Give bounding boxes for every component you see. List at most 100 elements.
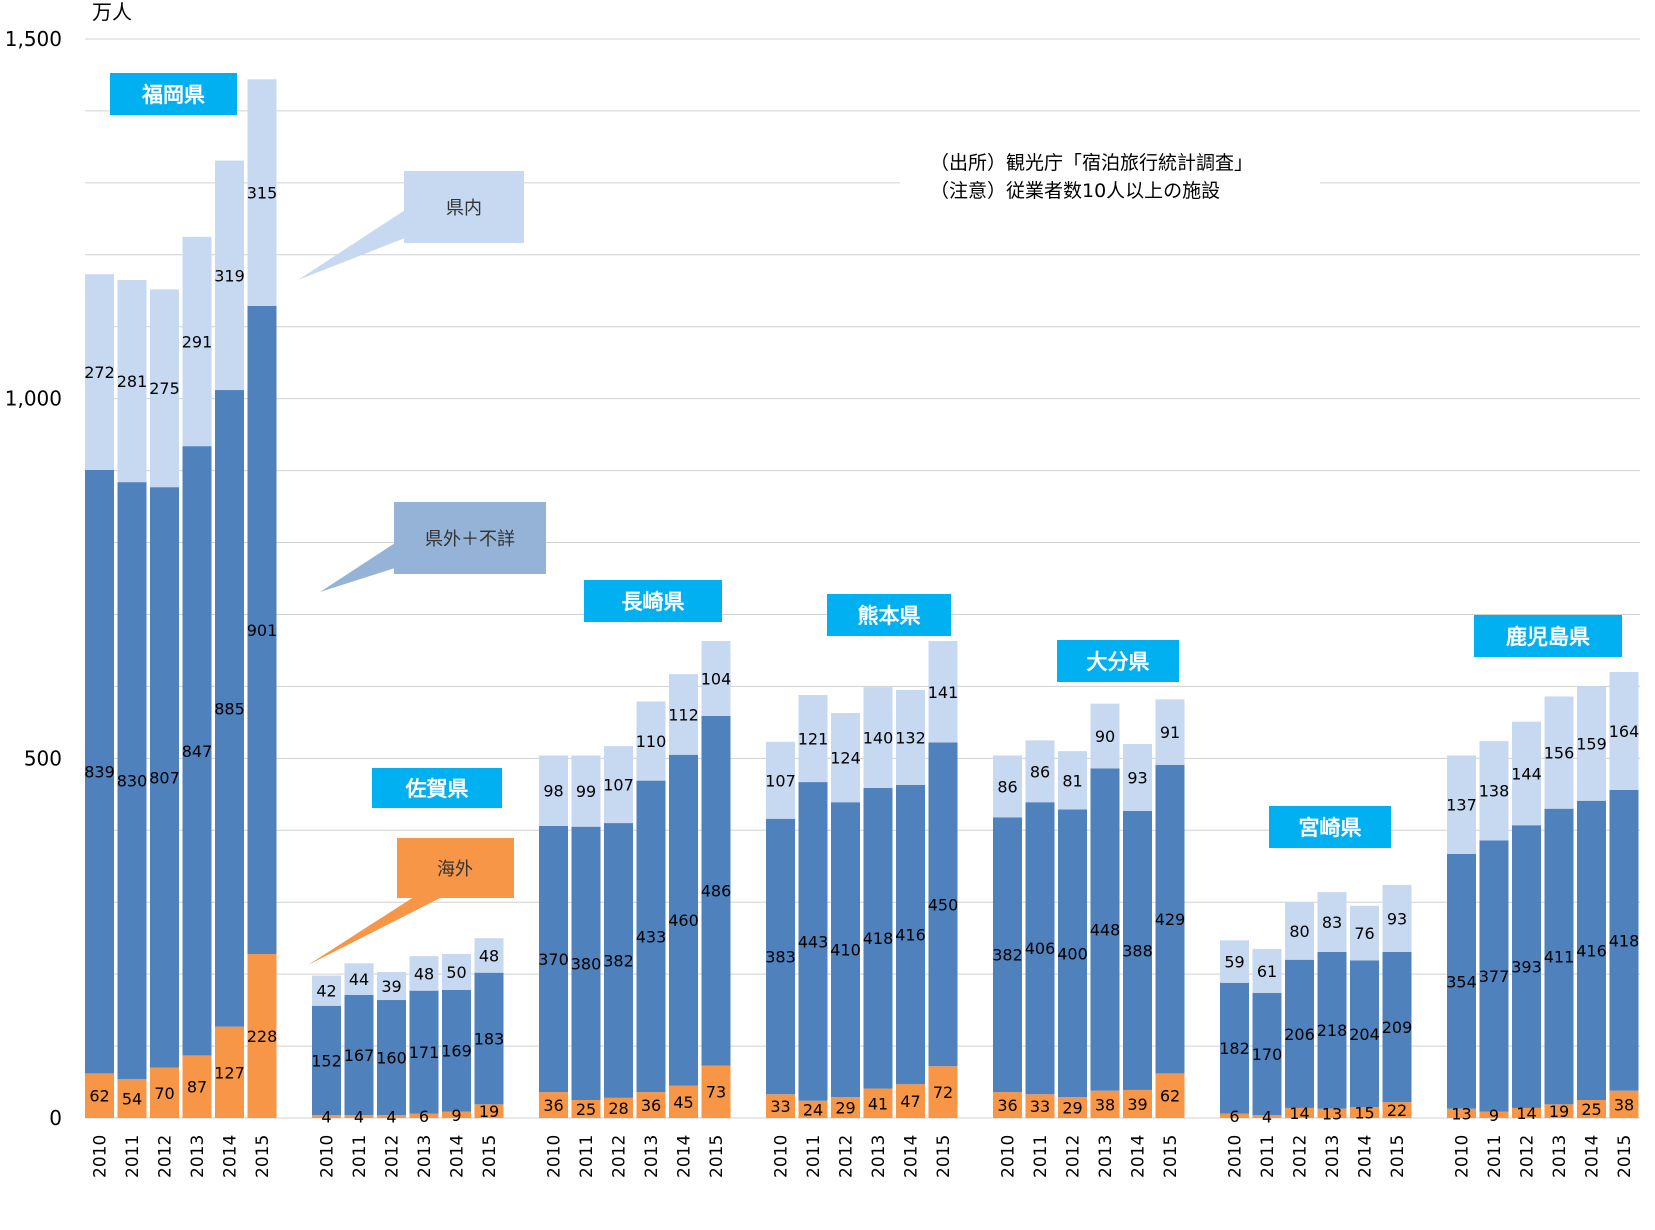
data-label: 19 bbox=[1549, 1102, 1569, 1121]
x-axis: 2010 2011 2012 2013 2014 2015 2010 2011 2012 2013… bbox=[91, 1135, 1636, 1178]
bar-outside bbox=[474, 972, 504, 1105]
callout-inside-label: 県内 bbox=[446, 198, 482, 219]
bar-inside bbox=[669, 674, 698, 755]
data-label: 132 bbox=[895, 728, 926, 747]
data-label: 847 bbox=[182, 742, 213, 761]
bar-inside bbox=[863, 687, 893, 788]
bar-inside bbox=[182, 236, 212, 447]
bar-outside bbox=[636, 780, 666, 1093]
data-label: 54 bbox=[122, 1090, 142, 1109]
data-label: 41 bbox=[868, 1094, 888, 1113]
bar-overseas bbox=[1285, 1107, 1314, 1118]
x-tick-label: 2011 bbox=[1485, 1135, 1505, 1178]
data-label: 448 bbox=[1090, 921, 1121, 940]
bar-overseas bbox=[344, 1115, 374, 1118]
data-label: 169 bbox=[441, 1042, 472, 1061]
x-tick-label: 2013 bbox=[642, 1135, 662, 1178]
bar-overseas bbox=[442, 1111, 471, 1118]
x-tick-label: 2010 bbox=[545, 1135, 565, 1178]
gridlines bbox=[85, 38, 1640, 1119]
data-label: 70 bbox=[154, 1084, 174, 1103]
data-label: 383 bbox=[765, 948, 796, 967]
data-label: 204 bbox=[1349, 1025, 1380, 1044]
data-label: 4 bbox=[386, 1108, 396, 1127]
data-label: 81 bbox=[1062, 771, 1082, 790]
data-label: 59 bbox=[1224, 953, 1244, 972]
x-tick-label: 2013 bbox=[869, 1135, 889, 1178]
bar-outside bbox=[182, 446, 212, 1056]
bar-overseas bbox=[1577, 1100, 1606, 1118]
x-tick-label: 2013 bbox=[1323, 1135, 1343, 1178]
bar-outside bbox=[1512, 825, 1541, 1108]
data-label: 9 bbox=[1489, 1106, 1499, 1125]
data-label: 99 bbox=[576, 782, 596, 801]
callout-inside-box bbox=[404, 171, 524, 243]
bar-outside bbox=[1544, 808, 1574, 1105]
bar-overseas bbox=[571, 1100, 601, 1118]
prefecture-badge bbox=[827, 594, 951, 636]
data-label: 45 bbox=[673, 1093, 693, 1112]
data-label: 460 bbox=[668, 911, 699, 930]
data-label: 183 bbox=[474, 1030, 505, 1049]
data-label: 281 bbox=[117, 372, 148, 391]
prefecture-label: 福岡県 bbox=[141, 83, 205, 107]
data-label: 319 bbox=[214, 266, 245, 285]
bar-inside bbox=[928, 641, 958, 743]
data-label: 380 bbox=[571, 954, 602, 973]
callout-overseas: 海外 bbox=[308, 838, 514, 965]
bar-outside bbox=[1479, 840, 1509, 1112]
bar-inside bbox=[1609, 672, 1639, 790]
x-tick-label: 2013 bbox=[415, 1135, 435, 1178]
data-label: 159 bbox=[1576, 735, 1607, 754]
y-axis-unit-label: 万人 bbox=[92, 0, 132, 24]
data-label: 44 bbox=[349, 970, 369, 989]
data-label: 87 bbox=[187, 1078, 207, 1097]
bar-outside bbox=[993, 817, 1022, 1093]
bar-overseas bbox=[1382, 1102, 1412, 1118]
data-label: 61 bbox=[1257, 962, 1277, 981]
bar-overseas bbox=[604, 1097, 633, 1118]
bar-outside bbox=[150, 487, 179, 1068]
bar-overseas bbox=[247, 953, 277, 1118]
data-label: 83 bbox=[1322, 913, 1342, 932]
data-label: 416 bbox=[895, 926, 926, 945]
data-label: 72 bbox=[933, 1083, 953, 1102]
bar-outside bbox=[1382, 951, 1412, 1103]
y-tick-label: 1,500 bbox=[5, 27, 62, 51]
data-label: 93 bbox=[1387, 909, 1407, 928]
data-label: 152 bbox=[311, 1051, 342, 1070]
data-label: 370 bbox=[538, 950, 569, 969]
prefecture-label: 佐賀県 bbox=[405, 777, 469, 801]
data-label: 830 bbox=[117, 772, 148, 791]
data-label: 25 bbox=[576, 1100, 596, 1119]
bars-layer bbox=[85, 79, 1639, 1118]
bar-outside bbox=[831, 802, 860, 1098]
bar-outside bbox=[344, 994, 374, 1116]
bar-inside bbox=[85, 274, 114, 470]
data-label: 206 bbox=[1284, 1025, 1315, 1044]
data-label: 28 bbox=[608, 1099, 628, 1118]
bar-outside bbox=[442, 989, 471, 1112]
x-tick-label: 2015 bbox=[253, 1135, 273, 1178]
bar-overseas bbox=[1025, 1094, 1055, 1118]
data-label: 4 bbox=[1262, 1108, 1272, 1127]
bar-outside bbox=[1025, 802, 1055, 1095]
prefecture-badge bbox=[1057, 640, 1179, 682]
data-label: 4 bbox=[321, 1108, 331, 1127]
x-tick-label: 2014 bbox=[902, 1135, 922, 1178]
x-tick-label: 2010 bbox=[1226, 1135, 1246, 1178]
bar-overseas bbox=[766, 1094, 795, 1118]
data-label: 138 bbox=[1479, 782, 1510, 801]
bar-inside bbox=[831, 713, 860, 803]
bar-outside bbox=[604, 823, 633, 1098]
data-label: 209 bbox=[1382, 1018, 1413, 1037]
data-label: 486 bbox=[701, 882, 732, 901]
prefecture-label: 宮崎県 bbox=[1299, 816, 1362, 840]
callout-outside-pointer bbox=[320, 543, 395, 592]
prefecture-badge bbox=[584, 580, 722, 622]
bar-outside bbox=[1090, 768, 1120, 1091]
bar-overseas bbox=[669, 1085, 698, 1118]
bar-outside bbox=[1609, 789, 1639, 1091]
bar-inside bbox=[798, 695, 828, 783]
bar-overseas bbox=[798, 1100, 828, 1118]
